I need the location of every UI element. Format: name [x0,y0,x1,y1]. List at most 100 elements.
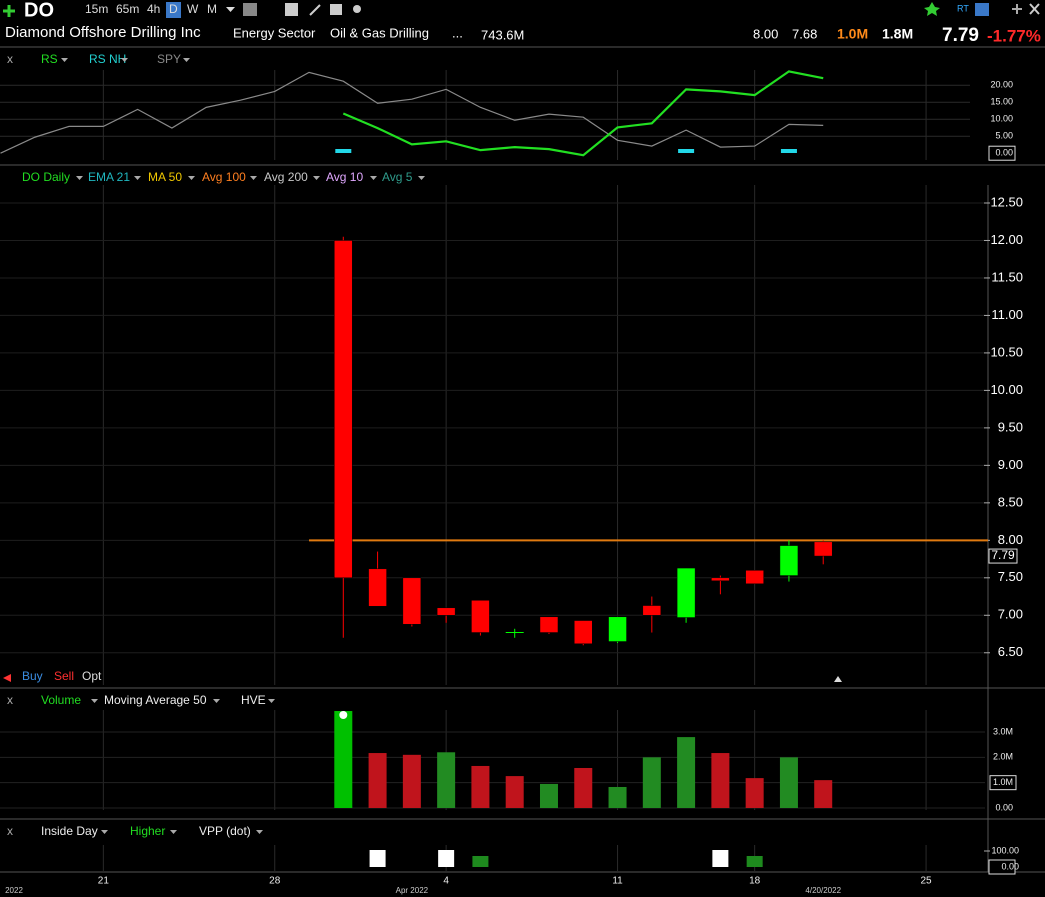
dropdown[interactable] [370,176,377,180]
industry: Oil & Gas Drilling [330,25,429,40]
candle-body [471,600,490,633]
candle-body [779,545,799,576]
trade-button[interactable]: Opt [82,669,102,683]
dropdown[interactable] [91,699,98,703]
y-tick-label: 3.0M [993,726,1013,736]
new-high-marker [780,149,797,153]
rt[interactable]: RT [957,3,969,13]
dropdown[interactable] [226,7,235,12]
tick-box [988,859,1016,875]
candle-body [711,577,730,582]
dropdown[interactable] [170,830,177,834]
interval[interactable]: 15m [85,2,108,16]
y-tick-label: 7.00 [998,607,1023,622]
volume-bar [368,753,387,808]
tick-box [988,145,1016,161]
y-tick-label: 10.00 [990,114,1013,124]
volume-bar [711,753,730,808]
y-tick-label: 10.00 [990,382,1023,397]
dropdown[interactable] [121,58,128,62]
legend-item[interactable]: EMA 21 [88,170,130,184]
star[interactable] [924,2,940,16]
tool-icon[interactable] [330,4,342,15]
y-tick-label: 11.50 [991,269,1023,284]
y-tick-label: 0.00 [995,148,1013,158]
legend-item[interactable]: Avg 100 [202,170,246,184]
y-tick-label: 6.50 [998,644,1023,659]
dropdown[interactable] [313,176,320,180]
volume-bar [539,783,558,808]
dropdown[interactable] [188,176,195,180]
y-tick-label: 0.00 [995,802,1013,812]
dropdown[interactable] [256,830,263,834]
dropdown[interactable] [268,699,275,703]
legend-item[interactable]: SPY [157,52,181,66]
candle-body [402,577,422,625]
move-icon[interactable] [1012,4,1022,14]
y-tick-label: 7.50 [998,569,1023,584]
legend-item[interactable]: DO Daily [22,170,70,184]
dropdown[interactable] [418,176,425,180]
legend-item[interactable]: Higher [130,824,165,838]
legend-item[interactable]: Avg 10 [326,170,363,184]
interval[interactable]: D [169,2,178,16]
x-tick-label: 11 [612,876,623,887]
add-icon[interactable] [3,5,15,17]
toolbar: DO 15m 65m 4h D W M RT [3,0,1040,21]
tool-icon[interactable] [975,3,989,16]
volume-bar [642,757,661,808]
x-tick-label: 28 [269,876,281,887]
dividers [0,46,1045,873]
legend-item[interactable]: RS [41,52,58,66]
legend-item[interactable]: VPP (dot) [199,824,251,838]
x-tick-label: 4 [443,876,449,887]
last-price: 7.79 [942,25,979,46]
y-tick-label: 12.00 [990,232,1023,247]
dropdown[interactable] [250,176,257,180]
y-tick-label: 9.50 [998,419,1023,434]
tool-icon[interactable] [285,3,298,16]
interval[interactable]: 65m [116,2,139,16]
legend-item[interactable]: Moving Average 50 [104,693,207,707]
dropdown[interactable] [183,58,190,62]
last-price-label: 7.79 [991,548,1015,562]
close-panel[interactable]: x [7,52,13,66]
y-tick-label: 20.00 [990,80,1013,90]
legend-item[interactable]: Inside Day [41,824,98,838]
close-panel[interactable]: x [7,824,13,838]
dropdown[interactable] [134,176,141,180]
legend-item[interactable]: RS NH [89,52,126,66]
legend-item[interactable]: Avg 200 [264,170,308,184]
trade-button[interactable]: Buy [22,669,43,683]
tool-icon[interactable] [353,5,361,13]
volume-bar [814,780,833,808]
dropdown[interactable] [61,58,68,62]
dropdown[interactable] [76,176,83,180]
scroll-marker[interactable] [834,676,842,682]
candle-body [642,605,662,616]
candle-body [334,240,353,579]
y-tick-label: 5.00 [995,131,1013,141]
close-icon[interactable] [1029,3,1040,15]
legend-item[interactable]: MA 50 [148,170,182,184]
close-panel[interactable]: x [7,693,13,707]
more[interactable]: ... [452,25,463,40]
y-tick-label: 15.00 [990,97,1013,107]
dropdown[interactable] [213,699,220,703]
legend-item[interactable]: Volume [41,693,81,707]
x-tick-label: 21 [98,876,110,887]
symbol[interactable]: DO [24,0,54,21]
tool-icon[interactable] [243,3,257,16]
trade-button[interactable]: Sell [54,669,74,683]
trade-icon[interactable] [3,674,11,682]
interval[interactable]: M [207,2,217,16]
draw-icon[interactable] [309,4,321,16]
interval[interactable]: 4h [147,2,160,16]
candle-body [745,570,764,585]
interval[interactable]: W [187,2,199,16]
dropdown[interactable] [101,830,108,834]
legend-item[interactable]: HVE [241,693,266,707]
legend-item[interactable]: Avg 5 [382,170,413,184]
